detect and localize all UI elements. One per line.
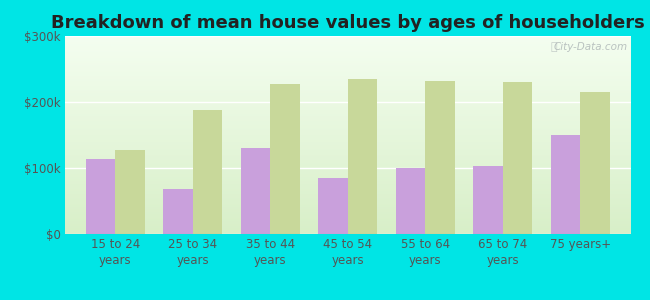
Text: ⓘ: ⓘ	[550, 42, 557, 52]
Bar	[318, 178, 348, 234]
Bar	[193, 110, 222, 234]
Bar	[551, 135, 580, 234]
Bar	[396, 168, 425, 234]
Bar	[270, 83, 300, 234]
Bar	[425, 81, 454, 234]
Bar	[348, 79, 377, 234]
Bar	[241, 148, 270, 234]
Bar	[473, 166, 502, 234]
Title: Breakdown of mean house values by ages of householders: Breakdown of mean house values by ages o…	[51, 14, 645, 32]
Bar	[580, 92, 610, 234]
Bar	[115, 149, 145, 234]
Bar	[502, 82, 532, 234]
Bar	[86, 159, 115, 234]
Legend: Roxbury, Vermont: Roxbury, Vermont	[249, 299, 447, 300]
Text: City-Data.com: City-Data.com	[554, 42, 628, 52]
Bar	[163, 189, 193, 234]
